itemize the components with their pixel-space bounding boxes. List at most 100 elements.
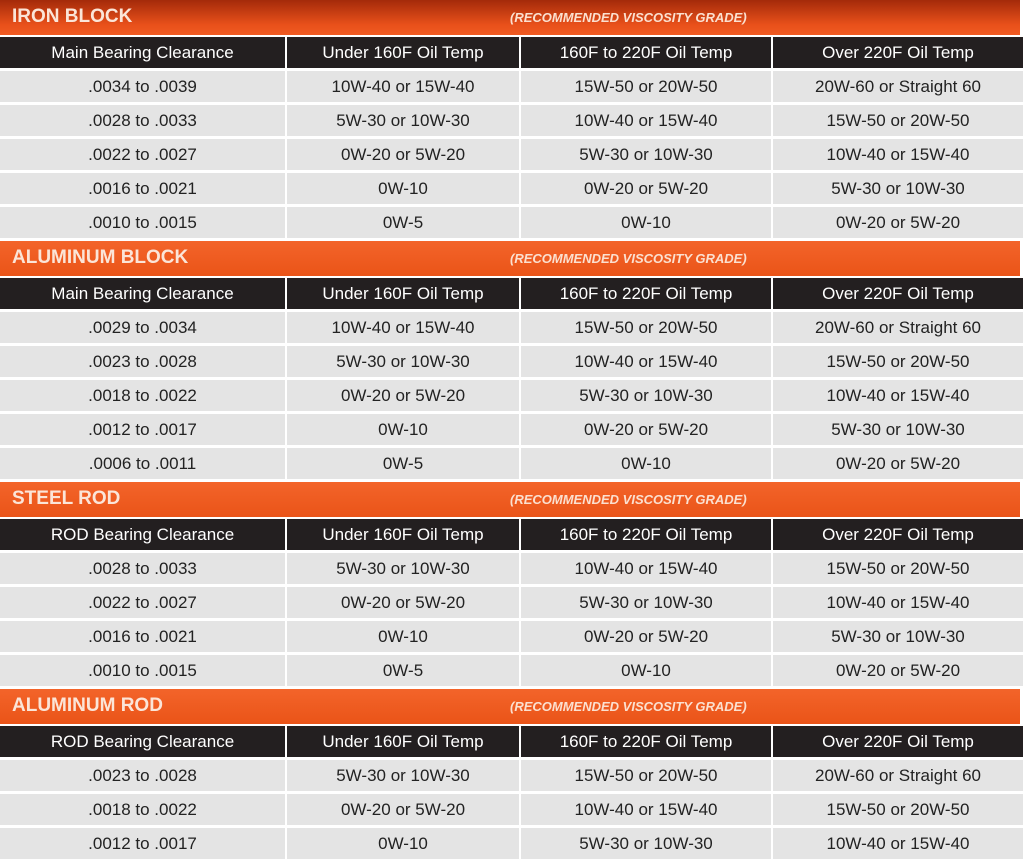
table-cell: .0016 to .0021: [0, 173, 285, 204]
table-cell: 0W-10: [287, 621, 519, 652]
table-cell: 0W-10: [287, 173, 519, 204]
table-cell: 5W-30 or 10W-30: [773, 621, 1023, 652]
section-title: IRON BLOCK: [12, 6, 133, 27]
section-steel-rod: STEEL ROD (RECOMMENDED VISCOSITY GRADE) RO…: [0, 482, 1023, 689]
table-cell: 20W-60 or Straight 60: [773, 760, 1023, 791]
table-cell: 0W-10: [521, 655, 771, 686]
table-cell: 10W-40 or 15W-40: [287, 312, 519, 343]
table-cell: 15W-50 or 20W-50: [773, 346, 1023, 377]
table-cell: 5W-30 or 10W-30: [521, 380, 771, 411]
column-header: Main Bearing Clearance: [0, 37, 285, 68]
section-title-bar: ALUMINUM BLOCK (RECOMMENDED VISCOSITY GRA…: [0, 241, 1020, 276]
table-row: .0022 to .0027 0W-20 or 5W-20 5W-30 or 10W…: [0, 139, 1023, 173]
table-cell: 15W-50 or 20W-50: [773, 553, 1023, 584]
table-cell: 10W-40 or 15W-40: [521, 105, 771, 136]
table-header-row: Main Bearing Clearance Under 160F Oil Tem…: [0, 37, 1023, 71]
column-header: ROD Bearing Clearance: [0, 519, 285, 550]
table-cell: 10W-40 or 15W-40: [287, 71, 519, 102]
section-subtitle: (RECOMMENDED VISCOSITY GRADE): [510, 699, 747, 714]
table-cell: 0W-5: [287, 655, 519, 686]
table-cell: 0W-20 or 5W-20: [521, 414, 771, 445]
column-header: Main Bearing Clearance: [0, 278, 285, 309]
table-cell: .0010 to .0015: [0, 655, 285, 686]
column-header: Over 220F Oil Temp: [773, 37, 1023, 68]
table-row: .0016 to .0021 0W-10 0W-20 or 5W-20 5W-30 o…: [0, 173, 1023, 207]
table-row: .0012 to .0017 0W-10 0W-20 or 5W-20 5W-30 o…: [0, 414, 1023, 448]
table-cell: 10W-40 or 15W-40: [521, 346, 771, 377]
table-cell: 0W-20 or 5W-20: [287, 794, 519, 825]
table-cell: 5W-30 or 10W-30: [521, 828, 771, 859]
column-header: Under 160F Oil Temp: [287, 726, 519, 757]
table-cell: 0W-20 or 5W-20: [287, 139, 519, 170]
table-cell: 15W-50 or 20W-50: [521, 71, 771, 102]
section-title-bar: IRON BLOCK (RECOMMENDED VISCOSITY GRADE): [0, 0, 1020, 35]
table-cell: 15W-50 or 20W-50: [773, 794, 1023, 825]
column-header: Under 160F Oil Temp: [287, 278, 519, 309]
section-title-bar: ALUMINUM ROD (RECOMMENDED VISCOSITY GRADE…: [0, 689, 1020, 724]
table-cell: 10W-40 or 15W-40: [773, 828, 1023, 859]
table-row: .0028 to .0033 5W-30 or 10W-30 10W-40 or 1…: [0, 105, 1023, 139]
column-header: Under 160F Oil Temp: [287, 37, 519, 68]
table-cell: 10W-40 or 15W-40: [773, 139, 1023, 170]
table-cell: 0W-20 or 5W-20: [773, 448, 1023, 479]
table-cell: 5W-30 or 10W-30: [521, 587, 771, 618]
table-cell: 10W-40 or 15W-40: [521, 794, 771, 825]
table-cell: 5W-30 or 10W-30: [287, 105, 519, 136]
table-cell: 0W-20 or 5W-20: [287, 380, 519, 411]
table-cell: 0W-5: [287, 207, 519, 238]
section-iron-block: IRON BLOCK (RECOMMENDED VISCOSITY GRADE) M…: [0, 0, 1023, 241]
table-row: .0006 to .0011 0W-5 0W-10 0W-20 or 5W-20: [0, 448, 1023, 482]
table-row: .0023 to .0028 5W-30 or 10W-30 10W-40 or 1…: [0, 346, 1023, 380]
column-header: 160F to 220F Oil Temp: [521, 726, 771, 757]
table-row: .0016 to .0021 0W-10 0W-20 or 5W-20 5W-30 o…: [0, 621, 1023, 655]
table-cell: 20W-60 or Straight 60: [773, 71, 1023, 102]
table-cell: 20W-60 or Straight 60: [773, 312, 1023, 343]
column-header: Over 220F Oil Temp: [773, 519, 1023, 550]
table-header-row: ROD Bearing Clearance Under 160F Oil Temp…: [0, 519, 1023, 553]
table-cell: 0W-5: [287, 448, 519, 479]
table-cell: 10W-40 or 15W-40: [773, 380, 1023, 411]
table-cell: .0022 to .0027: [0, 587, 285, 618]
section-subtitle: (RECOMMENDED VISCOSITY GRADE): [510, 251, 747, 266]
column-header: 160F to 220F Oil Temp: [521, 519, 771, 550]
table-cell: .0006 to .0011: [0, 448, 285, 479]
column-header: 160F to 220F Oil Temp: [521, 278, 771, 309]
table-cell: 10W-40 or 15W-40: [521, 553, 771, 584]
table-cell: 5W-30 or 10W-30: [773, 173, 1023, 204]
table-cell: 15W-50 or 20W-50: [521, 312, 771, 343]
table-row: .0029 to .0034 10W-40 or 15W-40 15W-50 or …: [0, 312, 1023, 346]
section-title: ALUMINUM ROD: [12, 695, 163, 716]
table-cell: 5W-30 or 10W-30: [521, 139, 771, 170]
table-cell: .0023 to .0028: [0, 346, 285, 377]
table-row: .0012 to .0017 0W-10 5W-30 or 10W-30 10W-40…: [0, 828, 1023, 862]
section-subtitle: (RECOMMENDED VISCOSITY GRADE): [510, 492, 747, 507]
section-subtitle: (RECOMMENDED VISCOSITY GRADE): [510, 10, 747, 25]
table-row: .0023 to .0028 5W-30 or 10W-30 15W-50 or 2…: [0, 760, 1023, 794]
table-header-row: Main Bearing Clearance Under 160F Oil Tem…: [0, 278, 1023, 312]
column-header: 160F to 220F Oil Temp: [521, 37, 771, 68]
table-row: .0028 to .0033 5W-30 or 10W-30 10W-40 or 1…: [0, 553, 1023, 587]
table-row: .0010 to .0015 0W-5 0W-10 0W-20 or 5W-20: [0, 207, 1023, 241]
table-row: .0034 to .0039 10W-40 or 15W-40 15W-50 or …: [0, 71, 1023, 105]
column-header: Over 220F Oil Temp: [773, 278, 1023, 309]
table-cell: .0012 to .0017: [0, 414, 285, 445]
table-cell: .0018 to .0022: [0, 380, 285, 411]
table-cell: .0012 to .0017: [0, 828, 285, 859]
table-cell: .0028 to .0033: [0, 105, 285, 136]
table-cell: 5W-30 or 10W-30: [773, 414, 1023, 445]
table-cell: 5W-30 or 10W-30: [287, 346, 519, 377]
table-row: .0022 to .0027 0W-20 or 5W-20 5W-30 or 10W…: [0, 587, 1023, 621]
section-aluminum-rod: ALUMINUM ROD (RECOMMENDED VISCOSITY GRADE…: [0, 689, 1023, 862]
section-title: ALUMINUM BLOCK: [12, 247, 189, 268]
column-header: ROD Bearing Clearance: [0, 726, 285, 757]
table-cell: 0W-20 or 5W-20: [521, 173, 771, 204]
table-cell: 0W-10: [521, 207, 771, 238]
table-cell: .0018 to .0022: [0, 794, 285, 825]
column-header: Over 220F Oil Temp: [773, 726, 1023, 757]
table-cell: 0W-10: [287, 828, 519, 859]
table-cell: 5W-30 or 10W-30: [287, 760, 519, 791]
table-cell: 0W-10: [287, 414, 519, 445]
table-cell: .0016 to .0021: [0, 621, 285, 652]
table-cell: 0W-20 or 5W-20: [773, 655, 1023, 686]
